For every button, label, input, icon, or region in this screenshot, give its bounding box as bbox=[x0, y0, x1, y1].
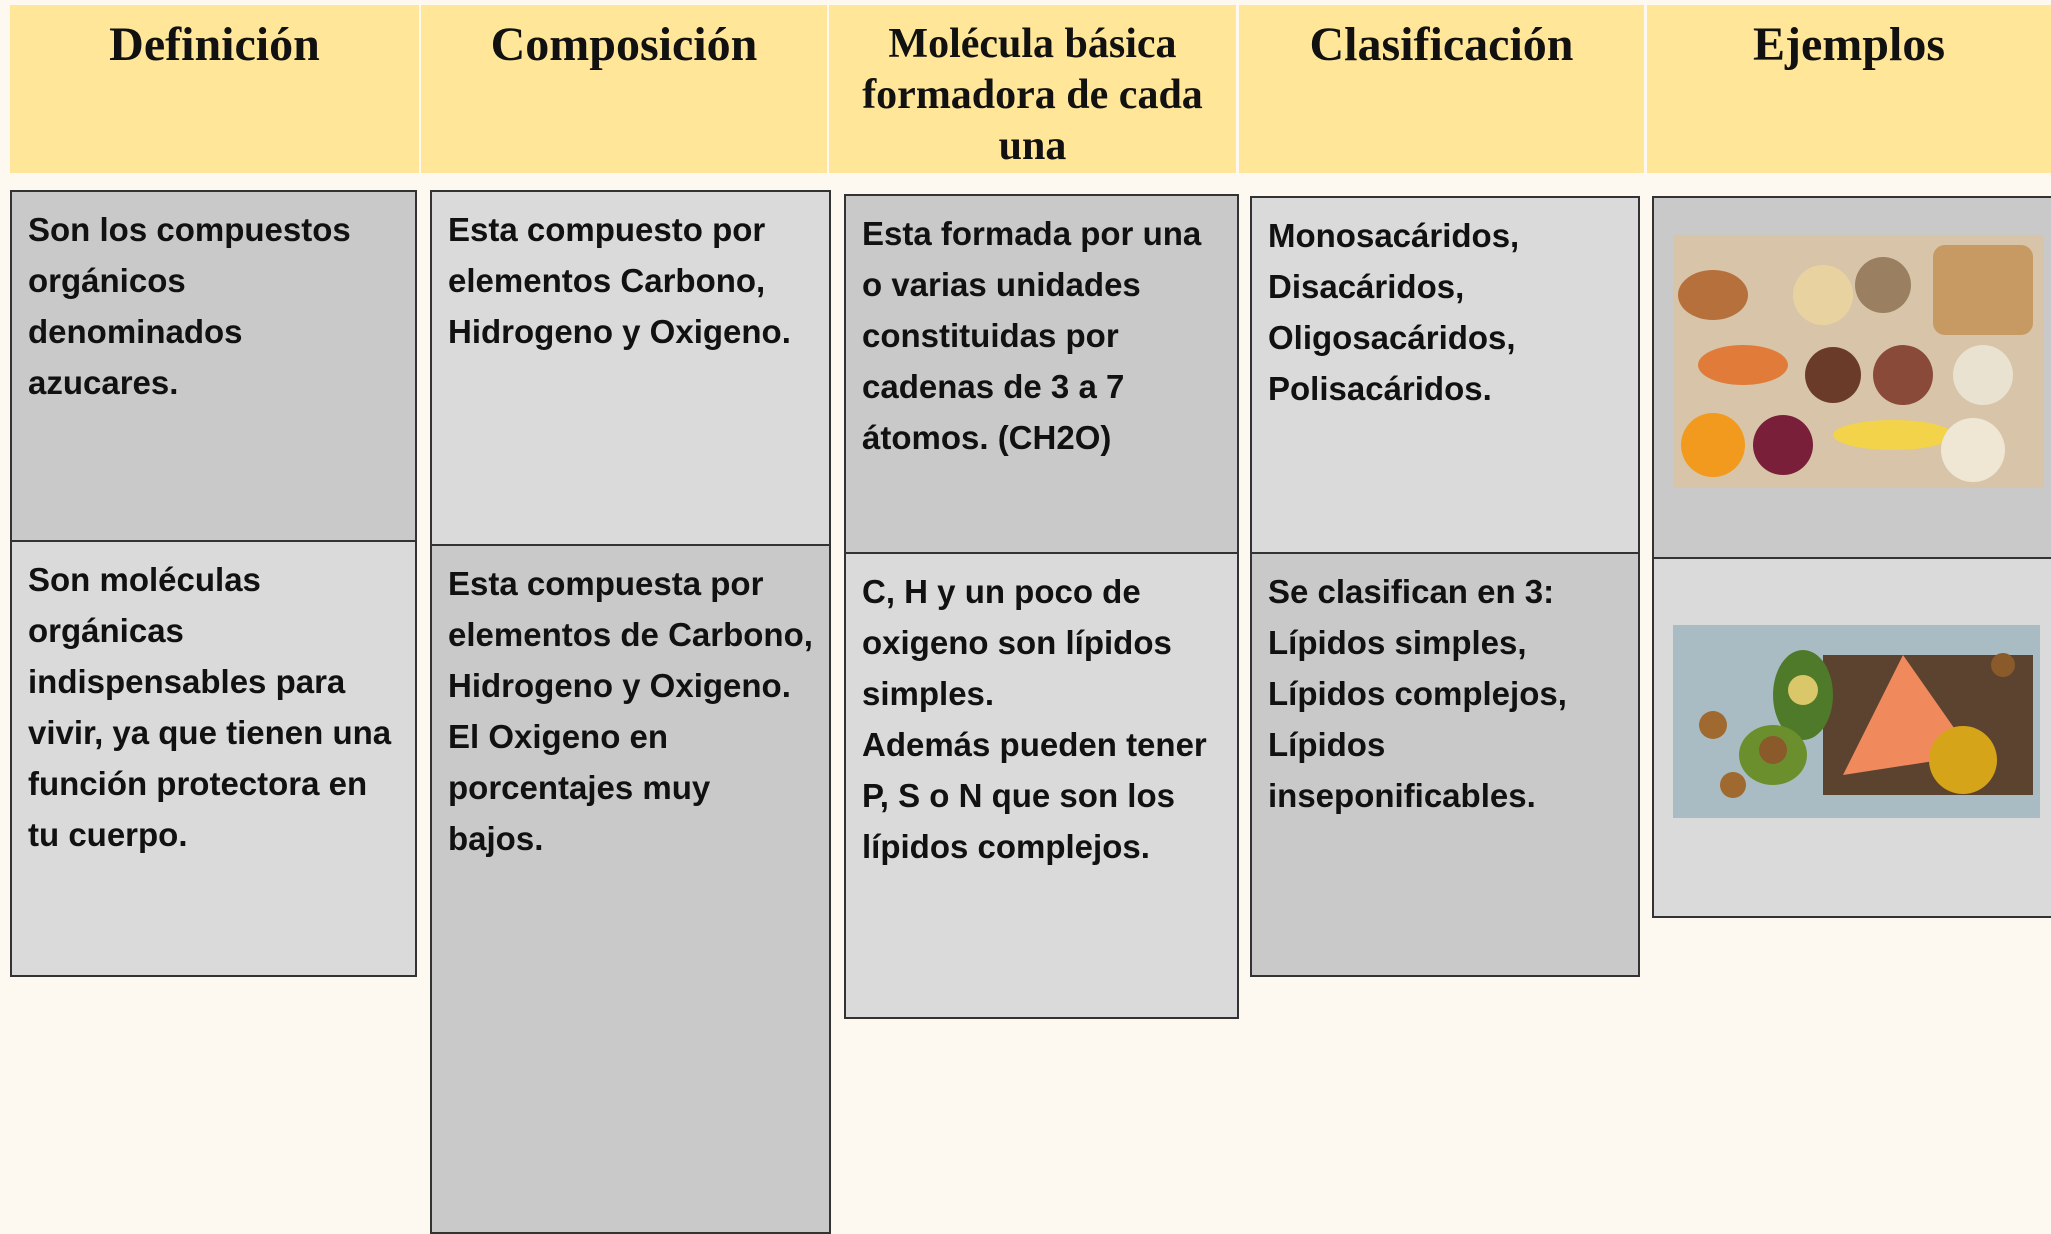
header-cell: Molécula básica formadora de cada una bbox=[829, 5, 1236, 173]
header-cell: Ejemplos bbox=[1647, 5, 2051, 173]
cell: Esta compuesta por elementos de Carbono,… bbox=[430, 544, 831, 1234]
cell-text: Además pueden tener P, S o N que son los… bbox=[862, 726, 1207, 865]
cell: Esta formada por una o varias unidades c… bbox=[844, 194, 1239, 554]
cell-text: Monosacáridos, Disacáridos, Oligosacárid… bbox=[1268, 217, 1520, 407]
header-cell: Definición bbox=[10, 5, 419, 173]
cell: Son moléculas orgánicas indispensables p… bbox=[10, 540, 417, 977]
cell: C, H y un poco de oxigeno son lípidos si… bbox=[844, 552, 1239, 1019]
cell: Esta compuesto por elementos Carbono, Hi… bbox=[430, 190, 831, 546]
cell: Monosacáridos, Disacáridos, Oligosacárid… bbox=[1250, 196, 1640, 554]
lipids-image bbox=[1673, 625, 2040, 818]
cell-text: Son moléculas orgánicas indispensables p… bbox=[28, 561, 392, 853]
cell-text: Esta formada por una o varias unidades c… bbox=[862, 215, 1202, 456]
cell-text: Esta compuesta por elementos de Carbono,… bbox=[448, 565, 813, 857]
cell: Son los compuestos orgánicos denominados… bbox=[10, 190, 417, 542]
header-cell: Clasificación bbox=[1239, 5, 1644, 173]
cell-text: C, H y un poco de oxigeno son lípidos si… bbox=[862, 573, 1172, 712]
cell: Se clasifican en 3: Lípidos simples, Líp… bbox=[1250, 552, 1640, 977]
cell-text: Esta compuesto por elementos Carbono, Hi… bbox=[448, 211, 791, 350]
carbs-image bbox=[1673, 235, 2044, 488]
cell-text: Se clasifican en 3: Lípidos simples, Líp… bbox=[1268, 573, 1567, 814]
cell-text: Son los compuestos orgánicos denominados… bbox=[28, 211, 351, 401]
header-cell: Composición bbox=[421, 5, 827, 173]
